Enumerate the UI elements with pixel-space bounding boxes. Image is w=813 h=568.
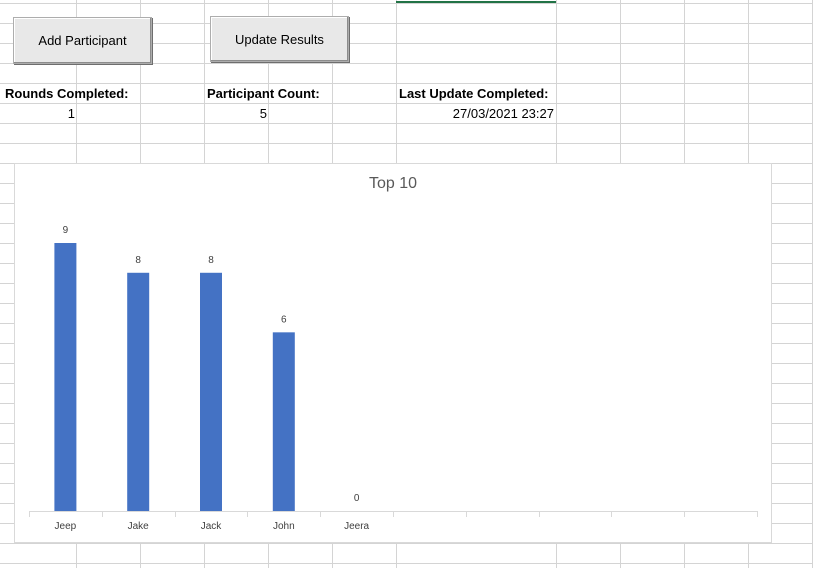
last-update-label: Last Update Completed: [399,86,549,101]
update-results-button[interactable]: Update Results [210,16,349,62]
participant-count-label: Participant Count: [207,86,320,101]
category-label: John [273,521,295,532]
category-label: Jeep [55,521,77,532]
data-label: 6 [281,314,287,325]
top-10-chart[interactable]: Top 10 9 Jeep 8 Jake 8 Jack 6 John 0 Jeera [14,163,772,543]
chart-title: Top 10 [368,175,418,192]
bar-jake[interactable] [127,272,150,511]
category-label: Jeera [344,521,369,532]
last-update-value[interactable]: 27/03/2021 23:27 [452,106,554,121]
chart-plot: 9 Jeep 8 Jake 8 Jack 6 John 0 Jeera [29,225,758,532]
rounds-completed-value[interactable]: 1 [67,106,75,121]
selected-cell-border [396,1,556,3]
data-label: 9 [63,225,69,236]
bar-john[interactable] [272,332,295,511]
data-label: 0 [354,493,360,504]
category-label: Jack [201,521,223,532]
data-label: 8 [208,255,214,266]
participant-count-value[interactable]: 5 [259,106,267,121]
add-participant-button[interactable]: Add Participant [13,17,152,64]
rounds-completed-label: Rounds Completed: [5,86,129,101]
data-label: 8 [135,255,141,266]
bar-jack[interactable] [200,272,222,511]
bar-jeep[interactable] [54,243,77,511]
category-label: Jake [128,521,150,532]
